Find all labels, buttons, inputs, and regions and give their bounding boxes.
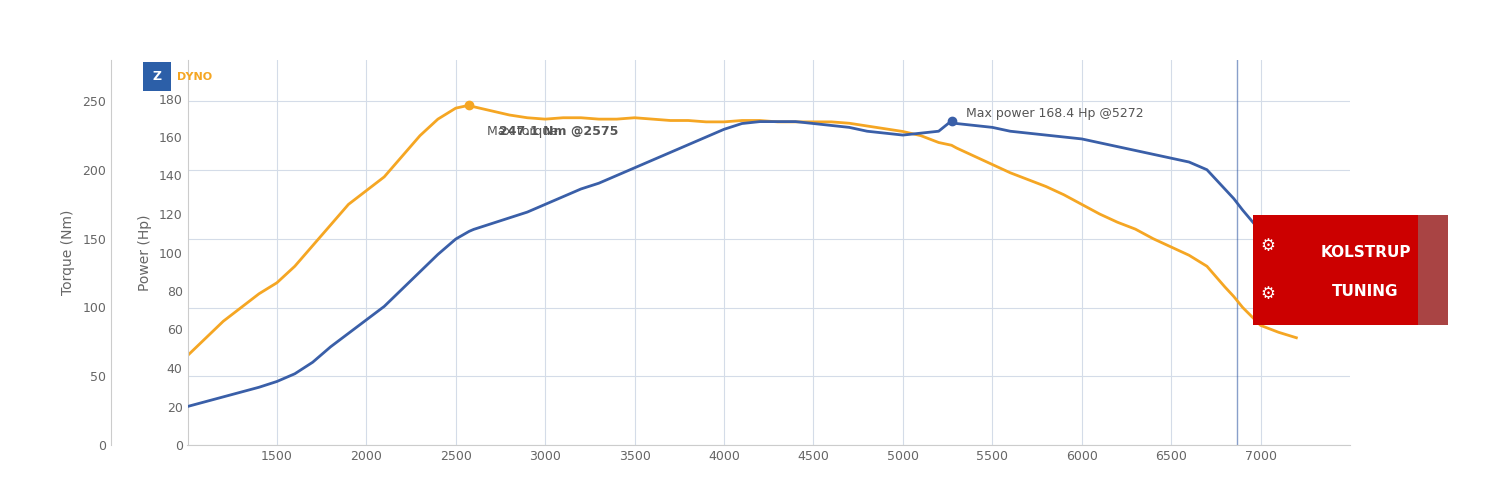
Y-axis label: Torque (Nm): Torque (Nm) <box>62 210 75 295</box>
Y-axis label: Power (Hp): Power (Hp) <box>138 214 152 291</box>
Text: ⚙: ⚙ <box>1260 237 1275 255</box>
FancyBboxPatch shape <box>142 62 171 91</box>
FancyBboxPatch shape <box>1419 215 1448 325</box>
Text: 247.1 Nm @2575: 247.1 Nm @2575 <box>498 126 618 138</box>
Text: Max power 168.4 Hp @5272: Max power 168.4 Hp @5272 <box>966 107 1143 120</box>
Text: Max torque: Max torque <box>488 126 562 138</box>
Text: Z: Z <box>153 70 162 83</box>
Text: ⚙: ⚙ <box>1260 285 1275 303</box>
Text: TUNING: TUNING <box>1332 284 1400 300</box>
Text: KOLSTRUP: KOLSTRUP <box>1320 245 1412 260</box>
FancyBboxPatch shape <box>1252 215 1448 325</box>
Text: DYNO: DYNO <box>177 72 213 82</box>
